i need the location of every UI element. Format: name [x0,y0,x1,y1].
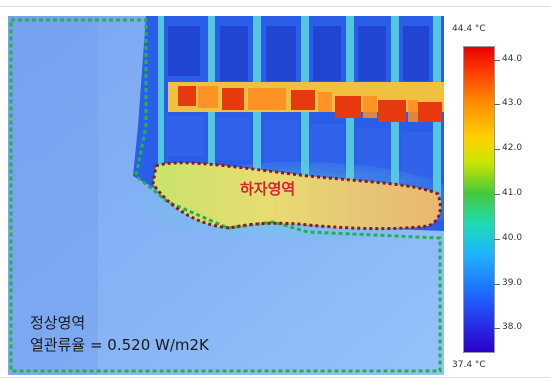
normal-region-label: 정상영역 [30,314,86,332]
tick-mark [494,149,500,150]
temperature-colorbar [463,46,495,353]
tick-mark [494,239,500,240]
tick-label: 39.0 [502,278,523,288]
tick-label: 38.0 [502,322,523,332]
tick-mark [494,284,500,285]
tick-mark [494,104,500,105]
heat-transmittance-text: 열관류율 = 0.520 W/m2K [30,336,209,354]
tick-mark [494,328,500,329]
normal-region-annotation: 정상영역 열관류율 = 0.520 W/m2K [30,312,209,356]
tick-label: 43.0 [502,98,523,108]
bottom-divider [0,377,551,378]
scale-min-label: 37.4 °C [452,360,486,370]
tick-label: 40.0 [502,233,523,243]
thermal-image [8,16,444,375]
top-divider [0,6,551,7]
tick-label: 41.0 [502,188,523,198]
scale-max-label: 44.4 °C [452,24,486,34]
defect-region-label: 하자영역 [240,180,296,198]
tick-mark [494,60,500,61]
tick-label: 42.0 [502,143,523,153]
tick-label: 44.0 [502,54,523,64]
tick-mark [494,194,500,195]
